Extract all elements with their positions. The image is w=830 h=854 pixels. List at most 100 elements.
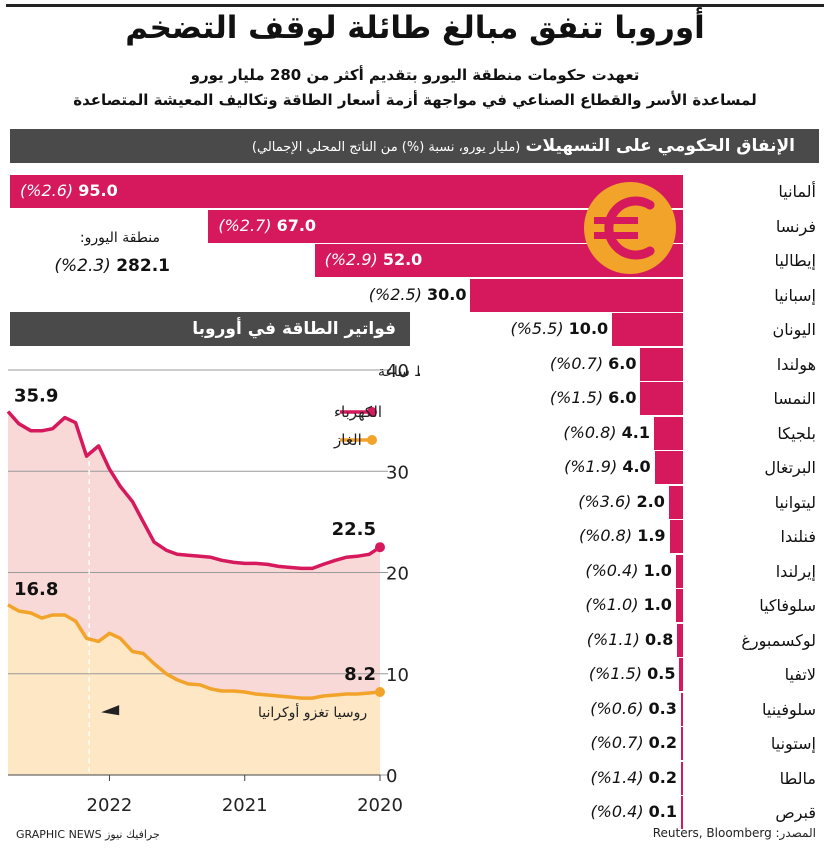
bar-pct-label: (%0.8) — [578, 526, 638, 545]
bar-pct-label: (%1.0) — [585, 595, 644, 614]
bar-value-label: (%2.6) 95.0 — [20, 181, 118, 200]
bar-value-label: (%2.9) 52.0 — [325, 250, 423, 269]
invasion-annotation: روسيا تغزو أوكرانيا — [258, 703, 367, 721]
bar-amount-label: 52.0 — [382, 250, 423, 269]
bar-15 — [680, 692, 683, 726]
bar-pct-label: (%2.9) — [324, 250, 383, 269]
bar-16 — [681, 727, 683, 760]
country-label: إيطاليا — [774, 251, 816, 270]
country-label: سلوفينيا — [762, 699, 816, 719]
bar-amount-label: 30.0 — [426, 284, 467, 304]
spending-panel-unit-note: (مليار يورو، نسبة (%) من الناتج المحلي ا… — [251, 140, 521, 155]
bar-value-label: (%1.5) 0.5 — [475, 664, 676, 683]
country-label: سلوفاكيا — [759, 596, 816, 615]
bar-pct-label: (%0.8) — [563, 422, 622, 442]
subtitle-line-1: تعهدت حكومات منطقة اليورو بتقديم أكثر من… — [190, 66, 640, 84]
source-text: المصدر: Reuters, Bloomberg — [652, 826, 816, 840]
spending-panel-header: الإنفاق الحكومي على التسهيلات (مليار يور… — [10, 129, 819, 163]
bar-4 — [612, 313, 683, 346]
bar-value-label: (%2.5) 30.0 — [266, 284, 467, 304]
y-tick-label: 0 — [386, 766, 397, 787]
bar-pct-label: (%0.4) — [585, 560, 644, 580]
bar-amount-label: 2.0 — [636, 491, 665, 511]
bar-13 — [677, 623, 683, 657]
bar-pct-label: (%1.4) — [590, 767, 649, 787]
bar-pct-label: (%1.5) — [588, 664, 648, 683]
bar-value-label: (%1.1) 0.8 — [473, 629, 674, 649]
gas-end-label: 8.2 — [344, 664, 376, 685]
top-rule — [6, 4, 824, 7]
bar-pct-label: (%0.6) — [590, 698, 649, 718]
page-title: أوروبا تنفق مبالغ طائلة لوقف التضخم — [125, 10, 705, 46]
bar-amount-label: 0.2 — [648, 733, 677, 752]
electricity-line — [6, 410, 381, 571]
bar-amount-label: 0.2 — [648, 767, 677, 787]
country-label: قبرص — [775, 803, 816, 822]
bar-pct-label: (%2.5) — [368, 284, 427, 304]
invasion-arrow-icon — [101, 705, 120, 716]
bar-amount-label: 0.3 — [648, 698, 677, 718]
country-label: إستونيا — [770, 734, 816, 753]
electricity-end-label: 22.5 — [332, 519, 376, 540]
bar-value-label: (%0.7) 6.0 — [436, 353, 637, 373]
country-label: لوكسمبورغ — [741, 630, 816, 650]
bar-amount-label: 4.0 — [622, 457, 651, 476]
bar-value-label: (%5.5) 10.0 — [408, 319, 608, 338]
bar-value-label: (%0.7) 0.2 — [477, 733, 677, 752]
bar-value-label: (%0.4) 1.0 — [472, 561, 672, 580]
bar-14 — [679, 658, 683, 691]
subtitle-line-2: لمساعدة الأسر والقطاع الصناعي في مواجهة … — [73, 91, 757, 109]
legend-label: الكهرباء — [334, 403, 382, 421]
bar-pct-label: (%1.5) — [549, 388, 609, 407]
eurozone-label: منطقة اليورو: — [79, 230, 160, 246]
bar-pct-label: (%1.9) — [564, 457, 623, 476]
bar-value-label: (%3.6) 2.0 — [465, 492, 665, 511]
x-tick-label: 2020 — [357, 795, 403, 816]
electricity-end-point — [375, 542, 385, 553]
bar-value-label: (%1.9) 4.0 — [451, 457, 651, 476]
bar-5 — [640, 347, 683, 381]
electricity-start-label: 35.9 — [14, 386, 58, 407]
bar-pct-label: (%0.4) — [590, 802, 649, 821]
euro-sign-icon — [584, 182, 676, 274]
bar-amount-label: 0.1 — [648, 802, 677, 821]
bar-11 — [675, 554, 683, 588]
country-label: ليتوانيا — [774, 492, 816, 512]
bar-amount-label: 67.0 — [276, 215, 317, 235]
country-label: لاتفيا — [784, 665, 816, 684]
bar-pct-label: (%2.6) — [20, 181, 79, 200]
country-label: مالطا — [779, 768, 816, 788]
bar-pct-label: (%5.5) — [510, 319, 569, 338]
legend-swatch-dot — [367, 407, 377, 417]
country-label: هولندا — [776, 354, 816, 374]
country-label: ألمانيا — [778, 182, 816, 201]
gas-line — [7, 603, 381, 700]
bar-value-label: (%0.6) 0.3 — [477, 699, 677, 718]
bar-pct-label: (%3.6) — [578, 491, 637, 511]
bar-amount-label: 1.0 — [643, 595, 672, 614]
bar-0 — [10, 175, 683, 208]
country-label: اليونان — [772, 320, 817, 339]
bar-value-label: (%1.0) 1.0 — [472, 595, 672, 614]
y-tick-label: 40 — [386, 361, 409, 382]
spending-panel-title-row: الإنفاق الحكومي على التسهيلات (مليار يور… — [252, 129, 795, 163]
credit-text: GRAPHIC NEWS جرافيك نيوز — [16, 828, 160, 841]
gas-end-point — [375, 686, 385, 697]
bar-amount-label: 6.0 — [608, 353, 637, 373]
bar-amount-label: 1.0 — [643, 560, 672, 580]
x-tick-label: 2022 — [87, 795, 133, 816]
x-tick-label: 2021 — [222, 795, 268, 816]
bar-9 — [668, 485, 683, 519]
eurozone-pct: (%2.3) — [54, 256, 111, 276]
bar-amount-label: 6.0 — [608, 388, 637, 407]
bar-pct-label: (%1.1) — [586, 629, 645, 649]
bar-8 — [654, 451, 683, 484]
country-label: بلجيكا — [777, 423, 816, 443]
legend-swatch-dot — [367, 435, 377, 445]
bar-pct-label: (%0.7) — [590, 733, 649, 752]
bar-amount-label: 1.9 — [637, 526, 666, 545]
bar-17 — [681, 761, 683, 795]
gas-start-label: 16.8 — [14, 579, 58, 600]
bar-pct-label: (%2.7) — [218, 215, 277, 235]
